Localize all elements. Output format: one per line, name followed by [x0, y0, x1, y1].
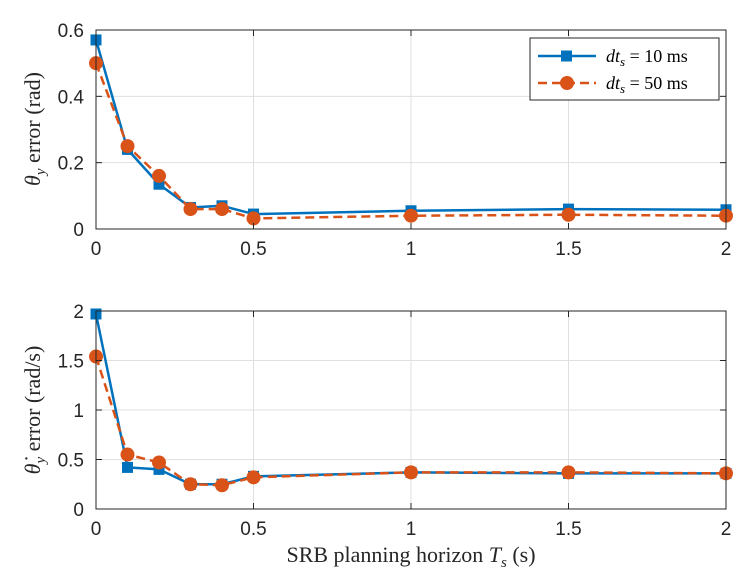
bottom-x-tick-label: 0.5 [240, 519, 266, 540]
bottom-y-tick-label: 1.5 [58, 352, 84, 373]
bottom-x-tick-label: 2 [721, 519, 732, 540]
bottom-y-tick-label: 2 [73, 302, 84, 323]
bottom-x-axis-label: SRB planning horizon Ts (s) [286, 542, 535, 571]
top-y-tick-label: 0.6 [58, 21, 84, 42]
top-y-axis-label: θy error (rad) [20, 72, 49, 186]
top-series2-point [404, 208, 418, 223]
bottom-y-tick-label: 0.5 [58, 451, 84, 472]
bottom-subplot: 0 0.5 1 1.5 2 0 0.5 1 1.5 2 θ̇y error (rad/s) SR… [20, 302, 733, 571]
top-series2-point [120, 139, 135, 154]
top-y-tick-label: 0 [73, 220, 84, 241]
top-series1-point [153, 178, 165, 190]
legend-marker-series1 [561, 50, 572, 62]
top-subplot: 0 0.5 1 1.5 2 0 0.2 0.4 0.6 θy error (rad) dts … [20, 21, 733, 260]
bottom-y-tick-label: 1 [73, 401, 84, 422]
bottom-y-ticks: 0 0.5 1 1.5 2 [58, 302, 726, 521]
top-series-lines [89, 34, 733, 226]
bottom-x-tick-label: 1.5 [555, 519, 581, 540]
bottom-series1-point [122, 461, 133, 473]
legend-label-series1: dts = 10 ms [606, 46, 688, 69]
top-y-ticks: 0 0.2 0.4 0.6 [58, 21, 726, 241]
bottom-series2-point [215, 478, 229, 493]
bottom-y-axis-label: θ̇y error (rad/s) [20, 346, 49, 475]
bottom-series2-point [246, 470, 261, 485]
bottom-series2-point [183, 477, 198, 492]
bottom-series2-line [94, 356, 727, 487]
top-series2-point [561, 207, 576, 222]
top-series2-point [215, 202, 229, 217]
top-x-ticks: 0 0.5 1 1.5 2 [91, 30, 732, 260]
legend: dts = 10 ms dts = 50 ms [529, 37, 720, 101]
bottom-series2-point [152, 455, 166, 470]
top-x-tick-label: 2 [721, 239, 732, 260]
bottom-x-ticks: 0 0.5 1 1.5 2 [91, 311, 732, 540]
legend-marker-series2 [560, 76, 574, 90]
bottom-y-tick-label: 0 [73, 500, 84, 521]
top-series2-line [94, 62, 727, 220]
bottom-series2-point [404, 465, 418, 480]
bottom-x-tick-label: 0 [91, 519, 102, 540]
top-series2-point [152, 168, 166, 183]
top-y-tick-label: 0.2 [58, 154, 84, 175]
top-series2-point [183, 202, 198, 217]
top-x-tick-label: 0.5 [240, 239, 266, 260]
bottom-series2-point [561, 465, 576, 480]
bottom-series2-point [120, 447, 135, 462]
legend-box [529, 37, 720, 101]
top-y-tick-label: 0.4 [58, 87, 85, 108]
top-x-tick-label: 0 [91, 239, 102, 260]
top-series2-point [246, 211, 261, 226]
legend-label-series2: dts = 50 ms [606, 73, 688, 96]
bottom-x-tick-label: 1 [406, 519, 417, 540]
top-x-tick-label: 1.5 [555, 239, 581, 260]
top-x-tick-label: 1 [406, 239, 417, 260]
